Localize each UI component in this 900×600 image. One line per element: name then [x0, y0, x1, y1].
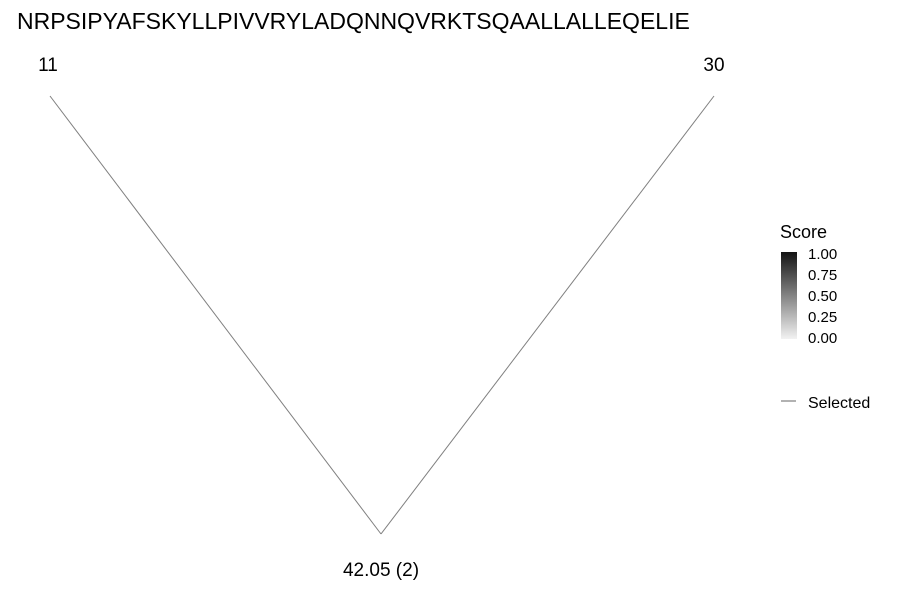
left-position-label: 11	[38, 55, 58, 76]
legend-tick-label: 0.00	[808, 330, 837, 347]
score-colorbar	[781, 252, 797, 339]
selected-key-label: Selected	[808, 395, 870, 412]
legend-title: Score	[780, 222, 827, 242]
legend-tick-label: 0.75	[808, 267, 837, 284]
legend-tick-label: 0.50	[808, 288, 837, 305]
right-position-label: 30	[703, 55, 724, 76]
sequence-title: NRPSIPYAFSKYLLPIVVRYLADQNNQVRKTSQAALLALL…	[17, 8, 690, 34]
legend-tick-label: 1.00	[808, 246, 837, 263]
legend-tick-label: 0.25	[808, 309, 837, 326]
apex-label: 42.05 (2)	[343, 560, 419, 581]
legend: Score 1.00 0.75 0.50 0.25 0.00 Selected	[780, 222, 870, 412]
legend-ticks: 1.00 0.75 0.50 0.25 0.00	[797, 246, 837, 347]
edge-right-to-apex	[380, 95, 715, 535]
edge-left-to-apex	[49, 95, 382, 535]
